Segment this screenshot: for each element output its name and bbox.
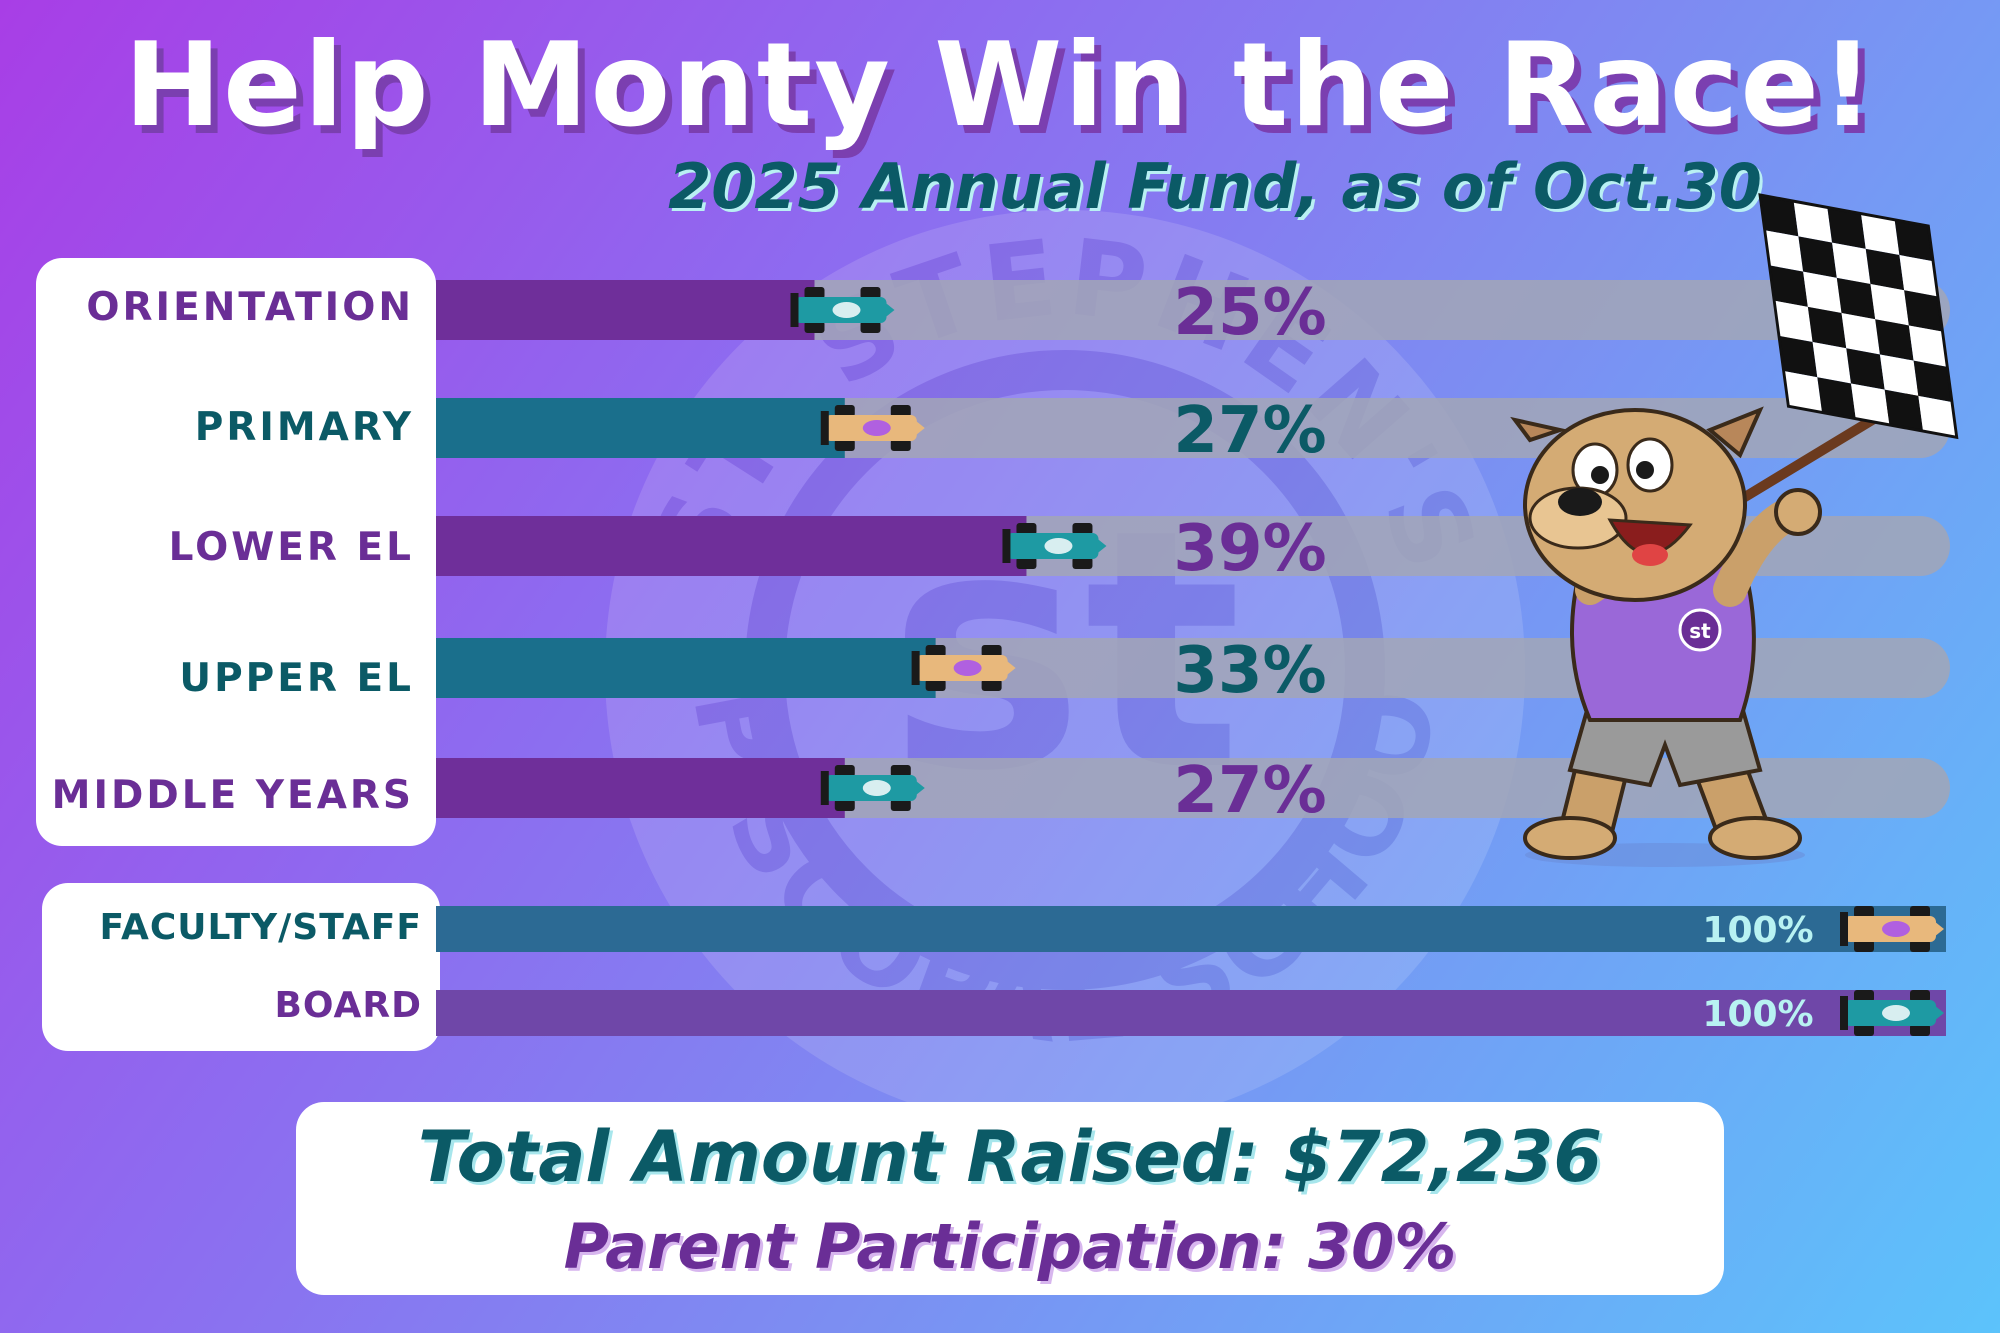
total-amount-raised: Total Amount Raised: $72,236 (417, 1116, 1603, 1198)
secondary-race-car-1 (1840, 990, 1944, 1036)
category-label-faculty-staff: FACULTY/STAFF (99, 907, 422, 948)
category-label-orientation: ORIENTATION (86, 285, 414, 330)
secondary-bar-0 (436, 906, 1946, 952)
value-label-4: 27% (1173, 754, 1326, 828)
bar-0 (436, 280, 815, 340)
division-label-panel (36, 258, 436, 846)
page-subtitle: 2025 Annual Fund, as of Oct.30 (668, 150, 1762, 223)
secondary-value-label-0: 100% (1702, 910, 1813, 951)
category-label-lower-el: LOWER EL (168, 525, 414, 570)
category-label-board: BOARD (274, 985, 422, 1026)
category-label-primary: PRIMARY (194, 405, 414, 450)
race-car-3 (911, 645, 1016, 691)
value-label-3: 33% (1173, 634, 1326, 708)
secondary-value-label-1: 100% (1702, 994, 1813, 1035)
group-label-panel (42, 883, 440, 1051)
bar-1 (436, 398, 845, 458)
monty-mascot-illustration: st (1510, 406, 1822, 867)
value-label-1: 27% (1173, 394, 1326, 468)
race-car-0 (790, 287, 895, 333)
bar-3 (436, 638, 936, 698)
page-title: Help Monty Win the Race! (124, 18, 1876, 153)
race-car-4 (820, 765, 925, 811)
race-car-1 (820, 405, 925, 451)
value-label-2: 39% (1173, 512, 1326, 586)
totals-panel: Total Amount Raised: $72,236 Parent Part… (296, 1102, 1724, 1295)
race-car-2 (1002, 523, 1107, 569)
shirt-badge: st (1689, 619, 1711, 643)
category-label-upper-el: UPPER EL (179, 656, 414, 701)
secondary-bar-1 (436, 990, 1946, 1036)
secondary-race-car-0 (1840, 906, 1944, 952)
parent-participation: Parent Participation: 30% (563, 1210, 1457, 1283)
value-label-0: 25% (1173, 276, 1326, 350)
bar-2 (436, 516, 1027, 576)
checkered-flag-icon (1735, 193, 1959, 505)
bar-4 (436, 758, 845, 818)
category-label-middle-years: MIDDLE YEARS (51, 773, 414, 818)
